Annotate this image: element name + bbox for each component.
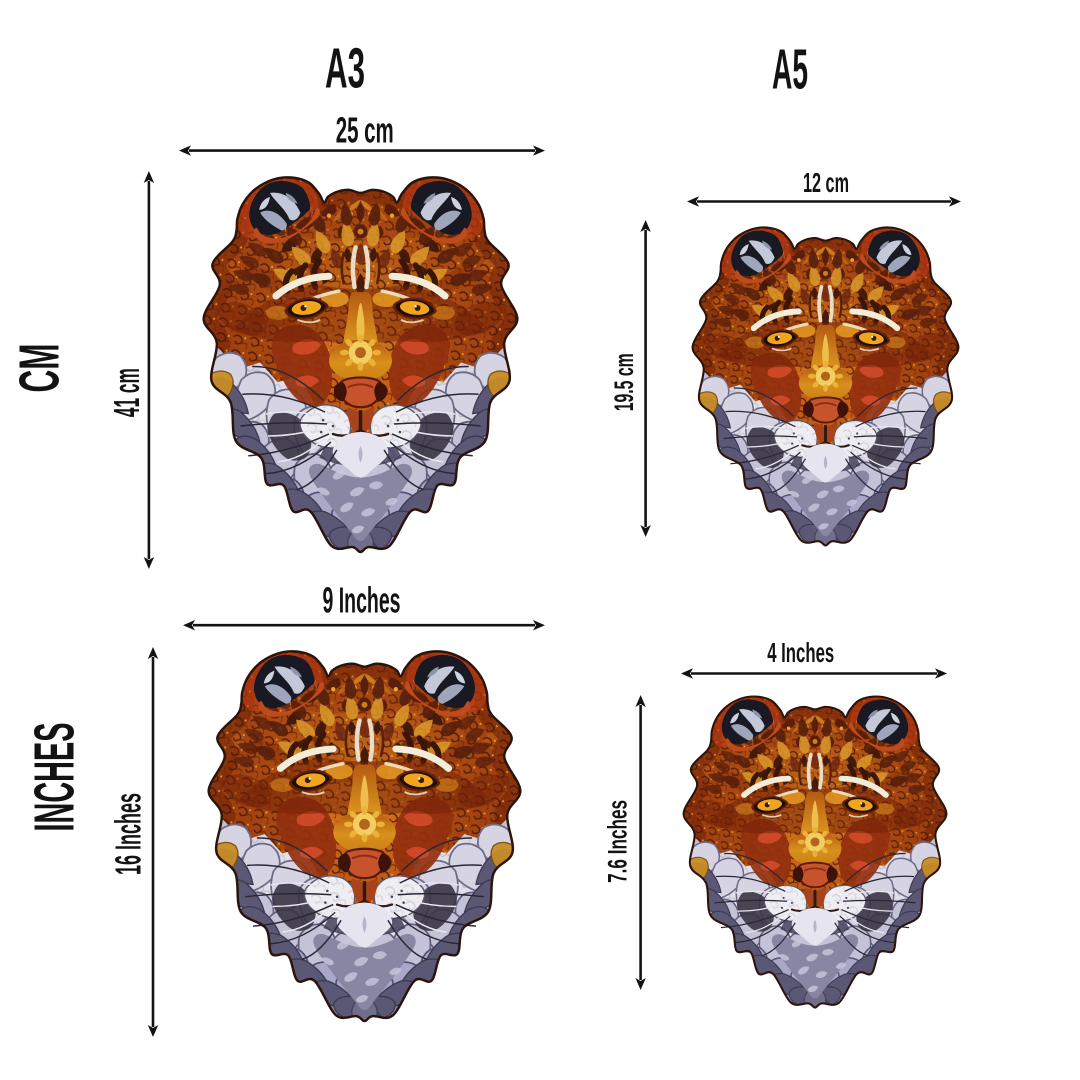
svg-text:19.5 cm: 19.5 cm xyxy=(609,353,639,411)
svg-text:A3: A3 xyxy=(325,37,365,101)
svg-text:CM: CM xyxy=(8,344,72,393)
svg-text:INCHES: INCHES xyxy=(23,723,87,832)
svg-text:25 cm: 25 cm xyxy=(336,109,394,150)
svg-text:41 cm: 41 cm xyxy=(106,368,147,417)
svg-text:12 cm: 12 cm xyxy=(803,167,849,198)
svg-text:9 Inches: 9 Inches xyxy=(323,580,401,621)
svg-text:4 Inches: 4 Inches xyxy=(767,637,834,668)
svg-text:16 Inches: 16 Inches xyxy=(108,793,149,875)
svg-text:A5: A5 xyxy=(772,38,808,102)
svg-text:7.6 Inches: 7.6 Inches xyxy=(603,800,633,883)
